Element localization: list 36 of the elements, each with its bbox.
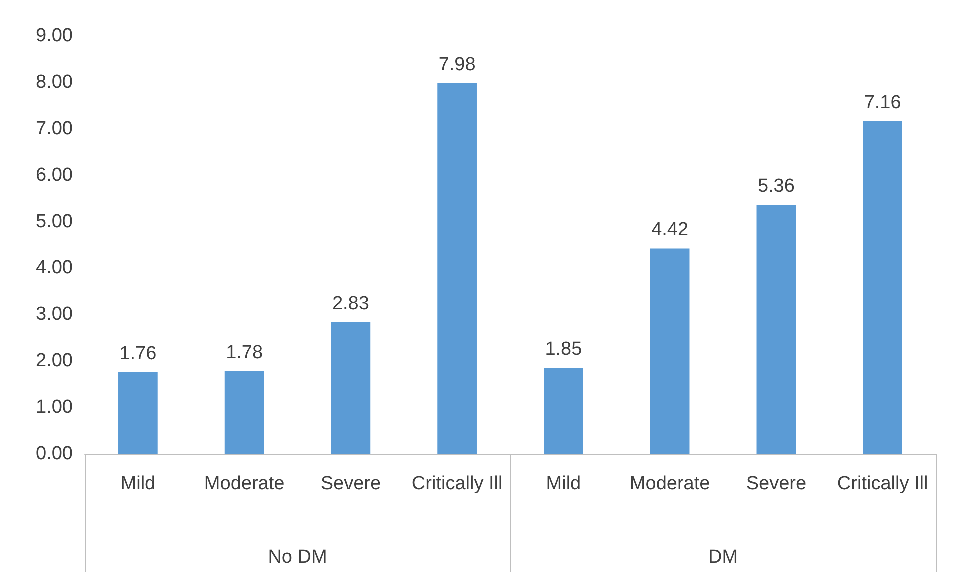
- x-tick-label: Moderate: [630, 474, 710, 494]
- x-tick-label: Critically Ill: [837, 474, 928, 494]
- y-tick-label: 2.00: [36, 350, 73, 372]
- y-tick-label: 5.00: [36, 211, 73, 232]
- data-label: 5.36: [758, 176, 795, 198]
- y-tick-label: 8.00: [36, 72, 73, 93]
- y-tick-label: 1.00: [36, 397, 73, 418]
- data-label: 1.76: [120, 343, 157, 364]
- data-label: 1.85: [545, 339, 582, 360]
- x-tick-label: Mild: [120, 474, 156, 494]
- bar: [438, 83, 477, 454]
- text: DM: [708, 547, 738, 568]
- x-tick-label: Critically Ill: [412, 474, 503, 494]
- x-tick-label: Severe: [320, 474, 382, 494]
- y-tick-label: 6.00: [36, 164, 73, 186]
- y-tick-label: 9.00: [36, 26, 73, 46]
- bar: [756, 205, 796, 454]
- bar: [650, 248, 690, 454]
- x-tick-label: Severe: [746, 474, 807, 494]
- text: No DM: [268, 547, 328, 568]
- x-tick-label: Mild: [546, 474, 582, 494]
- y-tick-label: 3.00: [36, 304, 73, 326]
- x-tick-label: Moderate: [204, 474, 285, 494]
- data-label: 7.16: [864, 92, 902, 114]
- y-tick-label: 4.00: [36, 258, 73, 279]
- y-tick-label: 7.00: [36, 118, 73, 140]
- bar: [863, 121, 902, 454]
- data-label: 7.98: [438, 54, 476, 76]
- bar: [331, 322, 371, 454]
- bar: [544, 368, 584, 454]
- bar: [224, 371, 264, 454]
- data-label: 1.78: [226, 342, 264, 364]
- data-label: 2.83: [332, 294, 370, 315]
- y-tick-label: 0.00: [36, 444, 73, 464]
- bar: [118, 372, 158, 454]
- data-label: 4.42: [652, 220, 689, 241]
